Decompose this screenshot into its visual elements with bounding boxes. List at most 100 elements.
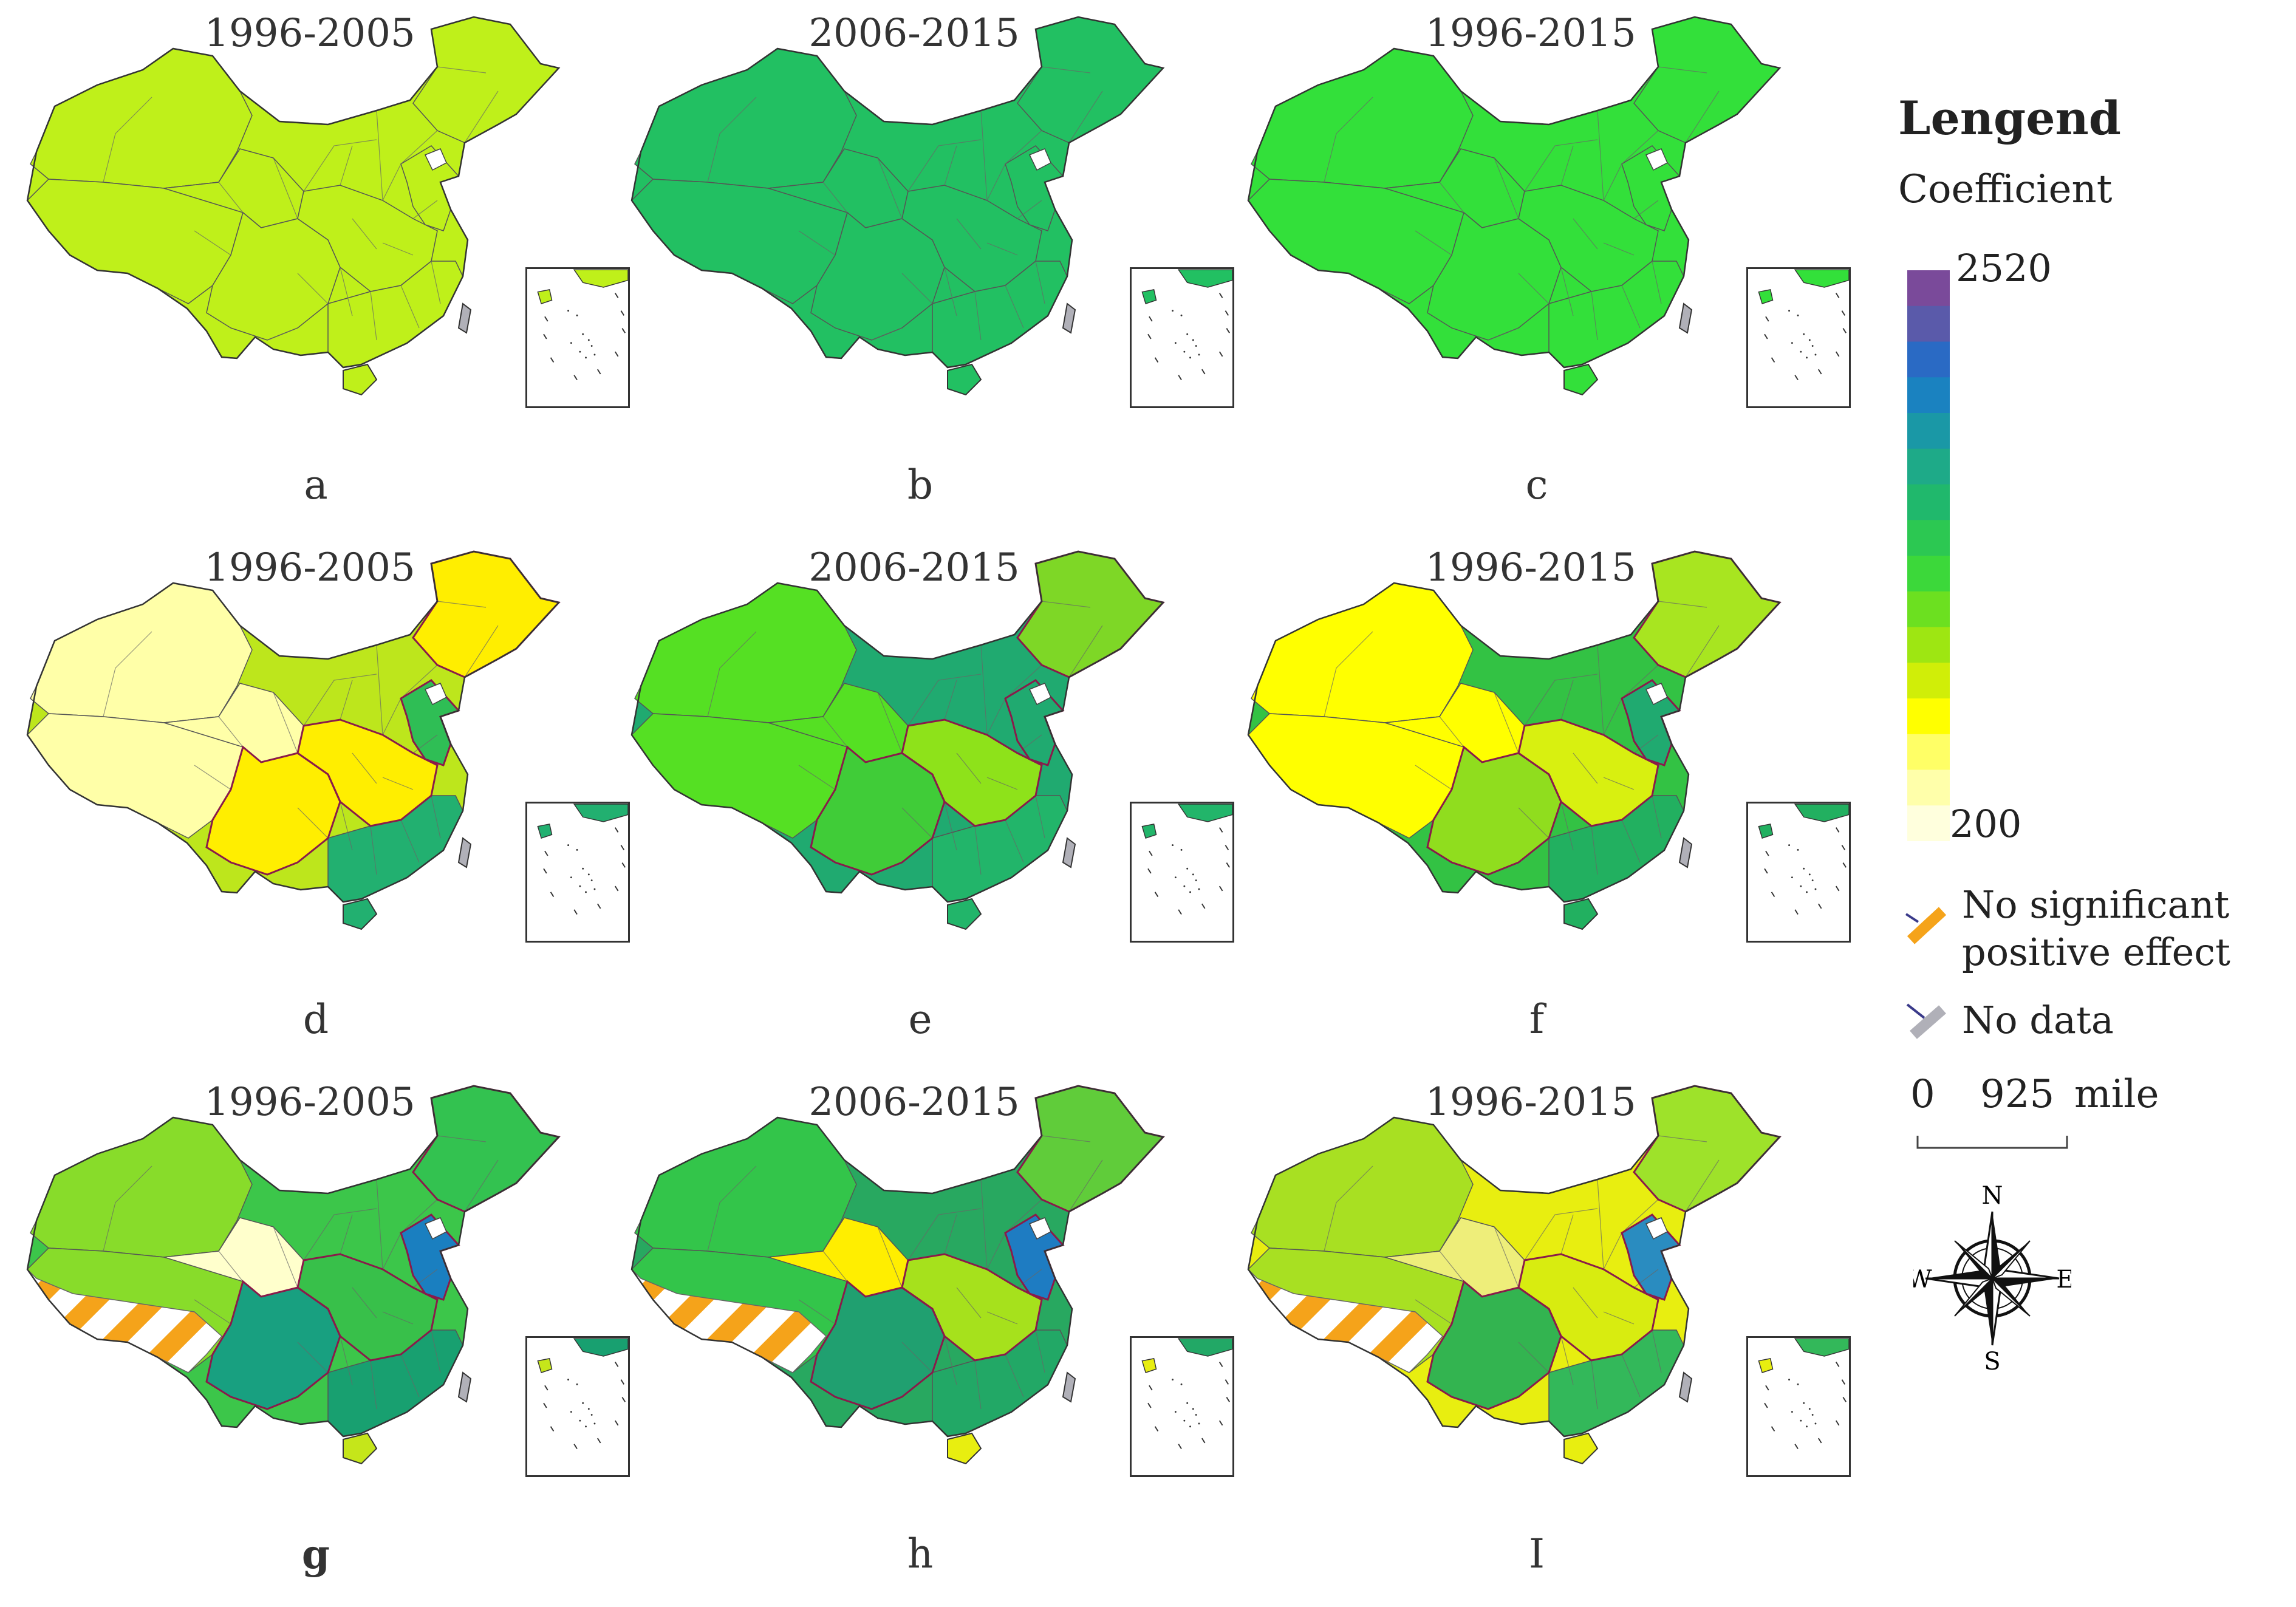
boundary-dash [543, 1402, 547, 1408]
map-panel-a: 1996-2005 a [12, 0, 630, 534]
island-dot [1797, 1383, 1799, 1385]
island-dot [1189, 357, 1191, 359]
boundary-dash [1817, 369, 1822, 375]
island-dot [1183, 885, 1186, 887]
province-border [822, 182, 848, 213]
inset-hainan [1758, 824, 1774, 839]
hainan-island [343, 898, 378, 930]
boundary-dash [620, 1379, 625, 1385]
province-border [980, 1179, 988, 1270]
province-border [1685, 625, 1720, 678]
region-outline-central [1517, 1253, 1659, 1362]
country-outline [630, 1085, 1165, 1438]
region-outline-central [1517, 718, 1659, 827]
region-outline-sc [205, 1280, 341, 1410]
region-xj [1251, 582, 1474, 723]
region-xj [1251, 1117, 1474, 1258]
region-central [1518, 185, 1659, 292]
island-dot [1800, 350, 1802, 353]
province-border [1005, 1199, 1042, 1233]
province-border [944, 267, 957, 316]
island-dot [1180, 1383, 1183, 1385]
province-border [437, 1135, 487, 1142]
island-dot [1811, 1414, 1814, 1416]
island-dot [1808, 339, 1811, 341]
province-border [273, 692, 298, 754]
island-dot [1180, 848, 1183, 851]
province-border [194, 1299, 231, 1325]
ramp-step [1907, 591, 1950, 628]
province-border [1041, 601, 1091, 608]
boundary-dash [1841, 310, 1846, 316]
taiwan-no-data [1062, 302, 1076, 334]
island-dot [1189, 1425, 1191, 1428]
province-border [1591, 825, 1598, 875]
province-border [1524, 674, 1598, 726]
province-border [1068, 90, 1103, 143]
province-border [1652, 795, 1662, 839]
province-border [431, 261, 441, 304]
island-dot [1806, 891, 1808, 893]
ramp-step [1907, 805, 1950, 841]
boundary-dash [1764, 333, 1768, 339]
country-outline [26, 1085, 561, 1438]
panel-letter: g [301, 1530, 330, 1578]
province-border [1621, 1354, 1641, 1397]
province-border [1591, 1360, 1598, 1410]
boundary-dash [1817, 903, 1822, 909]
province-border [1494, 692, 1519, 754]
province-border [974, 825, 982, 875]
south-china-sea-inset [1746, 802, 1851, 943]
island-dot [1195, 1414, 1197, 1416]
province-border [352, 1287, 377, 1319]
province-border [1603, 242, 1635, 256]
island-dot [579, 885, 581, 887]
province-border [340, 801, 353, 851]
province-border [1658, 66, 1707, 73]
bohai-sea [424, 148, 447, 171]
panel-letter: h [907, 1530, 934, 1577]
boundary-dash [1842, 862, 1847, 868]
legend-subtitle: Coefficient [1898, 167, 2113, 212]
island-dot [1791, 342, 1793, 344]
boundary-dash [621, 862, 626, 868]
country-outline [1247, 16, 1782, 369]
province-border [382, 698, 401, 735]
province-border [1035, 261, 1045, 304]
region-outline-sc [1426, 745, 1562, 876]
island-dot [1174, 342, 1177, 344]
region-xj [634, 48, 857, 189]
period-label: 2006-2015 [808, 1080, 1020, 1125]
hainan-island [947, 898, 982, 930]
boundary-dash [1226, 1397, 1230, 1402]
bohai-sea [1028, 148, 1051, 171]
province-border [1068, 625, 1103, 678]
bohai-sea [1645, 1217, 1668, 1240]
boundary-dash [596, 369, 601, 375]
boundary-dash [1841, 1379, 1846, 1385]
island-dot [1788, 1379, 1791, 1381]
province-border [1685, 90, 1720, 143]
boundary-dash [544, 316, 548, 322]
province-border [1621, 664, 1659, 699]
boundary-dash [1226, 328, 1230, 333]
boundary-dash [1154, 892, 1159, 898]
province-border [1324, 97, 1373, 183]
province-border [1560, 801, 1574, 851]
province-border [1518, 273, 1549, 304]
province-border [1603, 1232, 1622, 1270]
island-dot [1814, 888, 1817, 890]
china-map [26, 550, 561, 930]
boundary-dash [1154, 1426, 1159, 1432]
province-border [376, 110, 383, 201]
province-border [1652, 261, 1662, 304]
period-label: 1996-2005 [204, 1080, 415, 1125]
province-border [340, 145, 353, 186]
province-border [437, 601, 487, 608]
panel-letter: f [1529, 996, 1545, 1043]
bohai-sea [424, 1217, 447, 1240]
map-panel-g: 1996-2005 g [12, 1069, 630, 1603]
region-xj [634, 1117, 857, 1258]
province-border [464, 90, 499, 143]
boundary-dash [620, 845, 625, 850]
